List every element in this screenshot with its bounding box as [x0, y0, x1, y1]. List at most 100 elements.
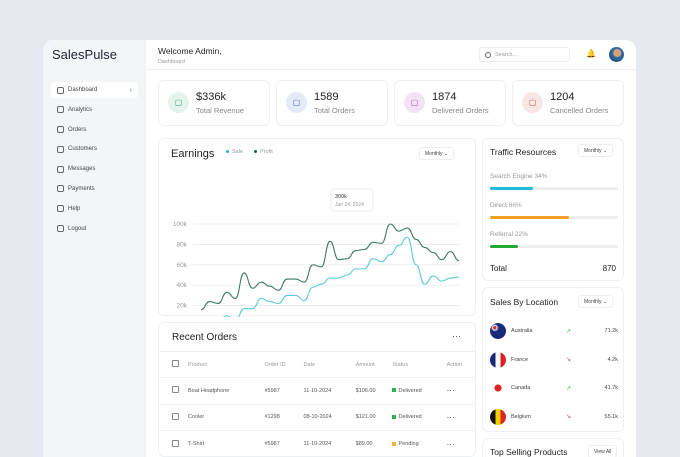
location-row: Canada ↗ 41.7k	[490, 380, 618, 396]
tooltip-date: Jun 24, 2024	[335, 202, 364, 208]
sidebar-item-logout[interactable]: Logout	[51, 221, 138, 237]
header: Welcome Admin, Dashboard Search... 🔔	[146, 40, 636, 70]
table-row[interactable]: Boat Headphone #5987 11-10-2024 $106.00 Deli…	[159, 377, 475, 404]
more-icon[interactable]: ···	[452, 331, 461, 341]
sidebar-item-customers[interactable]: Customers	[51, 141, 138, 157]
box-icon	[57, 126, 64, 134]
trend-up-icon: ↗	[566, 328, 572, 335]
location-value: 4.2k	[607, 356, 618, 363]
sales-location-card: Sales By Location Monthly ⌄ Australia ↗ 71…	[482, 287, 624, 432]
sidebar-item-label: Orders	[68, 126, 87, 133]
sidebar-item-orders[interactable]: Orders	[51, 122, 138, 138]
sidebar: SalesPulse Dashboard › Analytics Orders Cust…	[43, 40, 146, 457]
column-header: Status	[392, 351, 447, 378]
row-actions-icon[interactable]: ···	[446, 377, 475, 404]
legend-profit: Profit	[254, 149, 273, 155]
row-checkbox[interactable]	[159, 403, 188, 431]
earnings-title: Earnings	[171, 148, 215, 160]
amount: $106.00	[355, 377, 393, 404]
traffic-bar	[490, 216, 618, 219]
table-row[interactable]: Cooler #1298 08-10-2024 $121.00 Delivered ···	[159, 403, 475, 431]
avatar[interactable]	[609, 47, 624, 62]
orders-table: Product Order ID Date Amount Status Action Boa…	[159, 351, 475, 457]
row-actions-icon[interactable]: ···	[446, 403, 475, 431]
row-checkbox[interactable]	[159, 430, 188, 457]
sidebar-item-messages[interactable]: Messages	[51, 161, 138, 177]
select-all-checkbox[interactable]	[159, 351, 188, 378]
box-x-icon: ▢	[522, 92, 543, 113]
country: France	[511, 356, 529, 363]
location-period-dropdown[interactable]: Monthly ⌄	[578, 295, 614, 308]
top-products-card: Top Selling Products View All	[482, 438, 624, 457]
sidebar-item-label: Logout	[68, 225, 87, 232]
earnings-period-dropdown[interactable]: Monthly ⌄	[419, 147, 455, 160]
sidebar-item-payments[interactable]: Payments	[51, 181, 138, 197]
sidebar-item-analytics[interactable]: Analytics	[51, 102, 138, 118]
location-value: 55.1k	[604, 413, 618, 420]
traffic-label: Search Engine 34%	[490, 173, 548, 180]
traffic-period-dropdown[interactable]: Monthly ⌄	[578, 144, 614, 157]
sidebar-item-label: Dashboard	[68, 87, 98, 93]
country: Australia	[511, 328, 533, 334]
date: 11-10-2024	[303, 377, 356, 404]
sidebar-item-help[interactable]: Help	[51, 201, 138, 217]
sidebar-item-label: Messages	[68, 166, 96, 173]
location-row: Australia ↗ 71.2k	[490, 323, 618, 339]
date: 11-10-2024	[303, 430, 356, 457]
country: Belgium	[511, 413, 531, 420]
dashboard-icon	[57, 86, 64, 94]
location-title: Sales By Location	[490, 297, 559, 307]
view-all-button[interactable]: View All	[588, 445, 618, 457]
wallet-icon	[57, 185, 64, 193]
row-checkbox[interactable]	[159, 377, 188, 404]
users-icon	[57, 145, 64, 153]
traffic-label: Referral 22%	[490, 231, 528, 238]
search-input[interactable]: Search...	[479, 47, 570, 62]
box-icon: ▢	[286, 92, 307, 113]
sidebar-item-label: Payments	[68, 185, 95, 192]
sidebar-item-label: Analytics	[68, 106, 93, 113]
traffic-card: Traffic Resources Monthly ⌄ Search Engin…	[482, 138, 624, 281]
chart-tooltip	[330, 188, 374, 212]
stat-value: $336k	[196, 91, 226, 103]
earnings-card: Earnings Sale Profit Monthly ⌄ 0k20k40k6…	[158, 138, 476, 317]
amount: $121.00	[355, 403, 393, 431]
column-header: Amount	[355, 351, 393, 378]
stat-card: ▢ 1874 Delivered Orders	[394, 80, 506, 126]
breadcrumb: Dashboard	[158, 59, 185, 65]
traffic-bar	[490, 245, 618, 248]
traffic-bar	[490, 187, 618, 190]
stat-card: ▢ $336k Total Revenue	[158, 80, 270, 126]
y-tick-label: 60k	[177, 262, 188, 269]
order-id: #1298	[264, 403, 304, 431]
location-row: France ↘ 4.2k	[490, 351, 618, 368]
truck-icon: ▢	[404, 92, 425, 113]
earnings-chart: 0k20k40k60k80k100kJanFebMarAprMayJunAugS…	[173, 188, 460, 317]
table-row[interactable]: T-Shirt #5987 11-10-2024 $89.00 Pending ···	[159, 430, 475, 457]
search-placeholder: Search...	[495, 51, 518, 58]
status-badge: Delivered	[392, 377, 447, 404]
y-tick-label: 100k	[173, 221, 188, 228]
trend-up-icon: ↗	[566, 385, 572, 392]
welcome-text: Welcome Admin,	[158, 46, 222, 56]
sidebar-item-dashboard[interactable]: Dashboard ›	[51, 82, 138, 98]
stat-label: Total Revenue	[196, 106, 244, 115]
bell-icon[interactable]: 🔔	[586, 49, 596, 58]
chevron-right-icon: ›	[129, 86, 132, 94]
location-value: 71.2k	[604, 328, 618, 334]
search-icon	[485, 51, 491, 58]
amount: $89.00	[355, 430, 393, 457]
row-actions-icon[interactable]: ···	[446, 430, 475, 457]
y-tick-label: 80k	[177, 241, 188, 248]
sidebar-item-label: Help	[68, 205, 81, 212]
recent-orders-card: Recent Orders ··· Product Order ID Date Amo…	[158, 322, 476, 457]
stat-label: Total Orders	[314, 106, 355, 115]
stat-label: Delivered Orders	[432, 106, 489, 115]
stat-value: 1874	[432, 91, 457, 103]
series-line-profit	[200, 223, 460, 311]
country: Canada	[511, 385, 531, 391]
trend-down-icon: ↘	[566, 357, 572, 363]
app-logo: SalesPulse	[52, 47, 118, 62]
product: Cooler	[188, 403, 265, 431]
flag-belgium-icon	[490, 408, 506, 425]
